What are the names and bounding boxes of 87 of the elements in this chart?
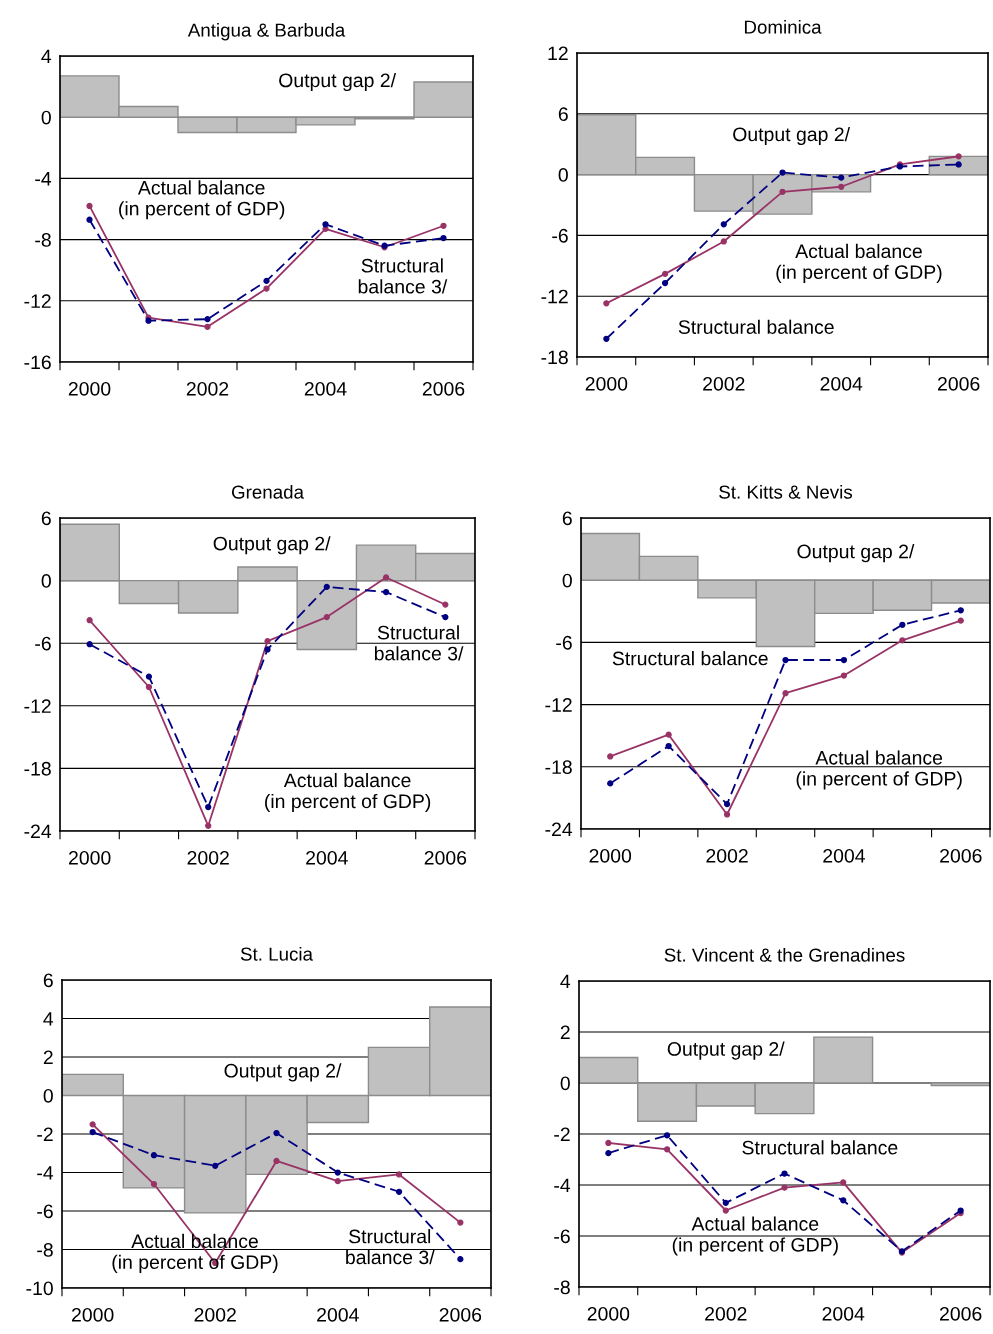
- y-tick-label: 12: [548, 46, 568, 61]
- x-tick-label: 2006: [938, 376, 980, 391]
- y-tick-label: 0: [43, 1088, 53, 1103]
- y-tick-label: 6: [43, 973, 53, 988]
- annotation: Structural balance 3/: [358, 258, 448, 294]
- annotation: Structural balance: [612, 651, 768, 666]
- y-tick-label: 0: [562, 573, 572, 588]
- chart-title: St. Lucia: [240, 946, 313, 961]
- y-tick-label: -24: [24, 824, 52, 839]
- y-tick-label: 4: [560, 974, 571, 989]
- x-tick-label: 2004: [317, 1307, 359, 1322]
- x-tick-label: 2002: [705, 1306, 747, 1321]
- x-tick-label: 2000: [589, 848, 632, 863]
- y-tick-label: -4: [554, 1178, 571, 1193]
- x-tick-label: 2006: [940, 1306, 982, 1321]
- y-tick-label: -6: [552, 228, 568, 243]
- chart-title: St. Vincent & the Grenadines: [664, 947, 905, 962]
- y-tick-label: -18: [545, 760, 572, 775]
- chart-title: St. Kitts & Nevis: [719, 484, 853, 499]
- y-tick-label: 6: [562, 511, 572, 526]
- x-tick-label: 2004: [820, 376, 863, 391]
- y-tick-label: -8: [554, 1280, 570, 1295]
- chart-title: Grenada: [231, 484, 304, 499]
- y-tick-label: -16: [24, 355, 51, 370]
- y-tick-label: -6: [554, 1229, 570, 1244]
- annotation: Actual balance (in percent of GDP): [776, 243, 942, 283]
- x-tick-label: 2000: [68, 381, 111, 396]
- y-tick-label: 0: [41, 574, 51, 588]
- y-tick-label: -6: [37, 1204, 53, 1219]
- x-tick-label: 2006: [940, 848, 982, 863]
- annotation: Actual balance (in percent of GDP): [796, 750, 962, 790]
- annotation: Actual balance (in percent of GDP): [265, 772, 431, 813]
- y-tick-label: -2: [554, 1127, 570, 1142]
- y-tick-label: -18: [24, 761, 51, 776]
- chart-title: Antigua & Barbuda: [187, 22, 346, 41]
- y-tick-label: 2: [560, 1025, 570, 1040]
- annotation: Structural balance 3/: [374, 625, 464, 661]
- x-tick-label: 2002: [194, 1307, 236, 1322]
- x-tick-label: 2000: [72, 1307, 114, 1322]
- y-tick-label: 0: [41, 110, 51, 125]
- x-tick-label: 2004: [822, 1306, 865, 1321]
- x-tick-label: 2002: [703, 376, 745, 391]
- x-tick-label: 2002: [706, 848, 748, 863]
- annotation: Output gap 2/: [797, 544, 915, 563]
- x-tick-label: 2006: [422, 381, 465, 396]
- annotation: Output gap 2/: [667, 1041, 785, 1060]
- annotation: Actual balance (in percent of GDP): [119, 180, 285, 220]
- y-tick-label: 4: [41, 49, 52, 64]
- y-tick-label: -12: [24, 294, 51, 308]
- y-tick-label: -8: [37, 1242, 53, 1257]
- y-tick-label: 2: [43, 1050, 53, 1065]
- annotation: Output gap 2/: [224, 1063, 342, 1082]
- x-tick-label: 2004: [823, 848, 865, 863]
- chart-title: Dominica: [744, 19, 822, 34]
- y-tick-label: 0: [558, 168, 568, 182]
- x-tick-label: 2000: [69, 850, 111, 865]
- x-tick-label: 2002: [187, 850, 229, 865]
- y-tick-label: -2: [37, 1127, 53, 1142]
- annotation: Structural balance: [742, 1140, 898, 1155]
- x-tick-label: 2006: [424, 850, 467, 865]
- x-tick-label: 2002: [186, 381, 229, 396]
- y-tick-label: -6: [556, 635, 572, 650]
- annotation: Output gap 2/: [213, 536, 331, 555]
- annotation: Actual balance (in percent of GDP): [672, 1216, 838, 1256]
- y-tick-label: 0: [560, 1076, 570, 1091]
- x-tick-label: 2000: [585, 376, 628, 391]
- x-tick-label: 2000: [587, 1306, 630, 1321]
- y-tick-label: 6: [41, 511, 51, 526]
- y-tick-label: 6: [558, 107, 568, 122]
- x-tick-label: 2006: [439, 1307, 482, 1322]
- y-tick-label: -18: [541, 350, 568, 365]
- y-tick-label: -12: [24, 699, 51, 713]
- annotation: Output gap 2/: [279, 72, 397, 92]
- annotation: Structural balance: [678, 319, 834, 334]
- y-tick-label: 4: [43, 1012, 54, 1026]
- annotation: Structural balance 3/: [346, 1229, 435, 1265]
- y-tick-label: -4: [37, 1166, 54, 1180]
- y-tick-label: -12: [545, 698, 572, 712]
- y-tick-label: -4: [35, 172, 52, 186]
- y-tick-label: -8: [35, 233, 51, 247]
- x-tick-label: 2004: [306, 850, 348, 865]
- y-tick-label: -6: [35, 636, 51, 651]
- y-tick-label: -10: [26, 1281, 53, 1296]
- x-tick-label: 2004: [304, 381, 347, 396]
- y-tick-label: -12: [541, 289, 568, 304]
- annotation: Output gap 2/: [733, 126, 851, 146]
- y-tick-label: -24: [545, 822, 573, 837]
